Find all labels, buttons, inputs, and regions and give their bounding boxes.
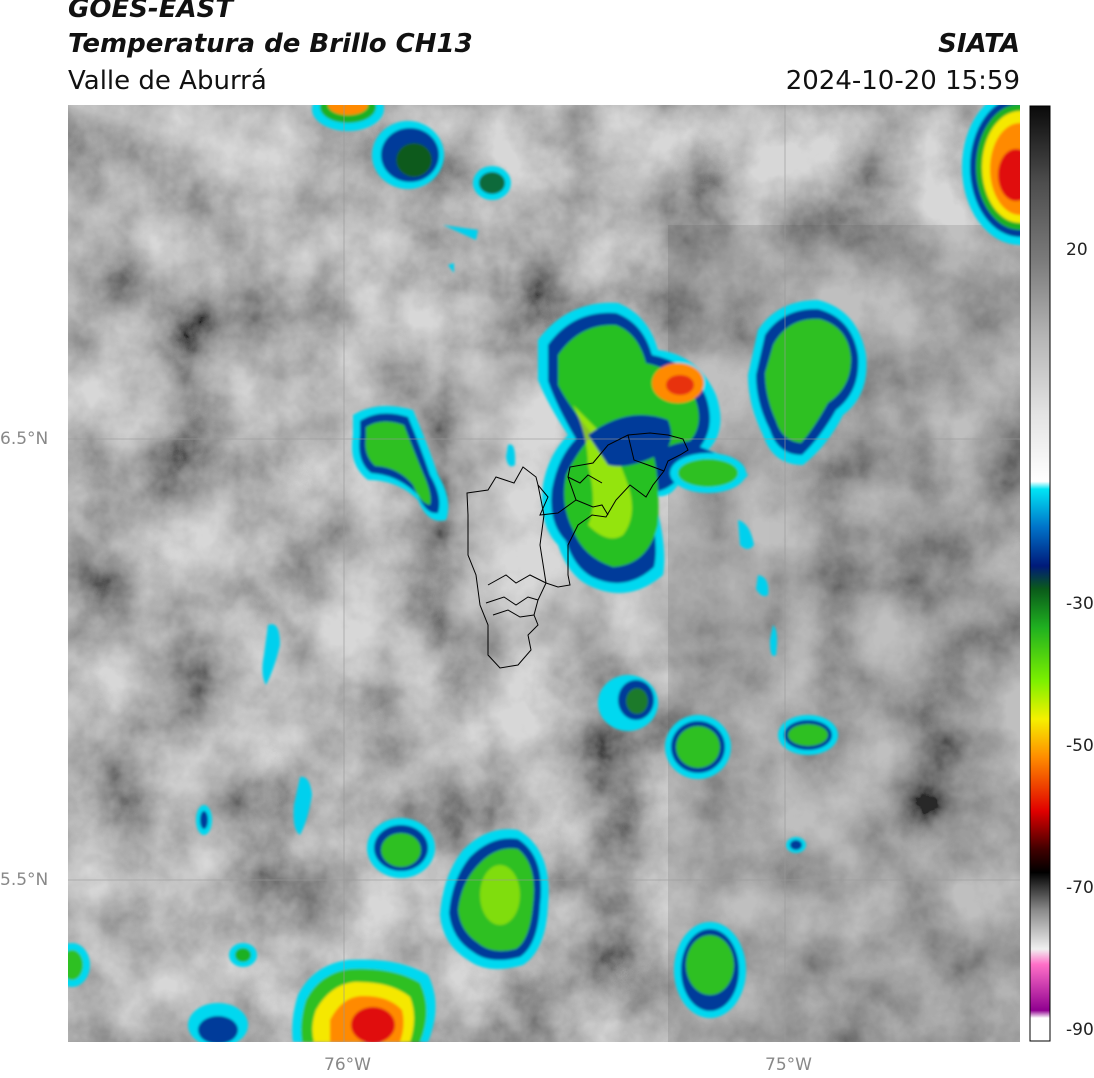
municipal-boundaries bbox=[466, 432, 689, 669]
lat-label-5-5: 5.5°N bbox=[0, 870, 49, 890]
storm-cell bbox=[352, 406, 449, 521]
colorbar-tick-minus-30: -30 bbox=[1066, 594, 1094, 614]
storm-streaks bbox=[262, 225, 777, 835]
storm-cell bbox=[367, 675, 838, 878]
colorbar-tick-20: 20 bbox=[1066, 240, 1088, 260]
lon-label-76w: 76°W bbox=[324, 1055, 371, 1075]
temperature-colorbar bbox=[1029, 105, 1051, 1042]
storm-cell bbox=[292, 959, 436, 1042]
datetime-label: 2024-10-20 15:59 bbox=[785, 66, 1020, 96]
storm-cell bbox=[748, 300, 867, 465]
brightness-temperature-map bbox=[68, 105, 1020, 1042]
lon-label-75w: 75°W bbox=[765, 1055, 812, 1075]
lat-label-6-5: 6.5°N bbox=[0, 429, 49, 449]
storm-cell bbox=[440, 829, 549, 969]
storm-cell bbox=[372, 121, 511, 200]
product-title: Temperatura de Brillo CH13 bbox=[68, 29, 473, 59]
region-label: Valle de Aburrá bbox=[68, 66, 267, 96]
colorbar-tick-minus-50: -50 bbox=[1066, 736, 1094, 756]
storm-cell bbox=[674, 922, 746, 1018]
graticule bbox=[68, 105, 1020, 1042]
storm-cell bbox=[68, 805, 257, 1042]
agency-label: SIATA bbox=[938, 29, 1020, 59]
satellite-title: GOES-EAST bbox=[68, 0, 234, 24]
storm-cell bbox=[312, 105, 384, 131]
storm-cell bbox=[962, 105, 1020, 245]
colorbar-tick-minus-70: -70 bbox=[1066, 878, 1094, 898]
colorbar-tick-minus-90: -90 bbox=[1066, 1020, 1094, 1040]
